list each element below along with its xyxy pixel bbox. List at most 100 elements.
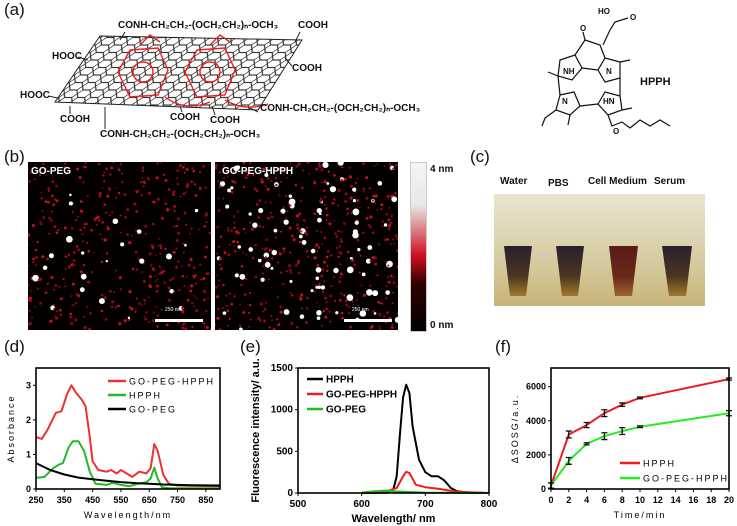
afm-particle [147,296,150,299]
afm-particle [392,281,396,285]
afm-particle [155,306,158,309]
afm-particle [298,271,301,275]
legend-label: GO-PEG [326,405,366,416]
afm-particle [361,272,366,277]
afm-particle [317,246,321,249]
afm-particle [305,321,308,324]
afm-particle [156,197,160,201]
afm-particle [45,168,48,171]
afm-particle [189,232,191,235]
afm-particle [84,162,87,164]
afm-particle [95,223,98,226]
afm-particle [228,317,231,320]
afm-particle [280,166,284,169]
afm-particle [334,299,337,303]
afm-particle [274,236,277,239]
afm-particle [35,255,39,259]
afm-particle [143,303,146,305]
afm-particle [280,230,283,233]
afm-particle [249,162,252,165]
afm-particle [127,318,131,321]
afm-particle [83,315,86,318]
afm-particle [192,274,196,278]
afm-particle [269,201,272,204]
afm-particle [184,191,187,194]
afm-particle [48,232,51,235]
afm-particle [62,278,65,281]
y-axis-label: ΔSOSG/a.u. [510,394,520,464]
afm-particle [74,301,78,305]
afm-particle [183,251,185,254]
afm-particle [300,293,304,297]
afm-particle [28,322,31,326]
afm-particle [248,212,252,216]
afm-particle [182,242,185,245]
afm-particle [317,217,322,223]
afm-particle [42,265,48,270]
afm-particle [145,311,148,314]
afm-particle [114,269,117,272]
afm-particle [359,206,362,209]
afm-particle [260,178,264,182]
afm-particle [317,285,322,289]
afm-particle [64,162,67,165]
afm-particle [74,318,78,322]
afm-particle [337,188,340,191]
afm-particle [158,265,161,268]
afm-particle [85,222,89,226]
afm-particle [301,307,303,310]
afm-particle [112,162,115,164]
afm-particle [207,272,210,275]
afm-particle [276,296,280,299]
y-tick-label: 0 [26,484,31,494]
series-line-go-peg [35,462,221,487]
afm-particle [242,252,245,255]
afm-particle [155,285,158,288]
afm-particle [175,247,178,250]
afm-particle [113,291,115,294]
afm-particle [155,176,159,180]
afm-particle [320,285,326,290]
afm-particle [120,172,124,175]
afm-particle [174,189,176,192]
afm-particle [290,166,293,169]
afm-particle [371,199,374,202]
afm-particle [252,222,258,228]
afm-particle [251,227,254,231]
afm-particle [37,287,40,290]
afm-particle [378,328,381,330]
afm-particle [288,226,292,230]
afm-particle [337,255,340,258]
afm-particle [69,315,73,319]
afm-particle [385,212,388,216]
afm-particle [249,291,252,294]
afm-particle [207,297,209,300]
afm-particle [369,284,372,287]
afm-particle [216,274,218,277]
afm-particle [107,186,111,191]
afm-particle [86,241,89,244]
afm-particle [369,259,373,263]
afm-particle [249,318,252,321]
afm-particle [310,289,314,293]
afm-particle [244,293,247,296]
afm-particle [347,250,350,254]
afm-particle [340,311,344,315]
afm-particle [218,279,221,282]
afm-particle [264,185,267,187]
afm-particle [324,296,328,300]
afm-particle [385,290,390,295]
afm-particle [316,310,322,316]
tube-water [504,246,532,296]
afm-particle [177,217,180,221]
afm-particle [58,285,61,288]
afm-particle [372,309,375,313]
afm-particle [134,250,138,254]
afm-particle [217,284,220,287]
afm-particle [359,310,367,317]
afm-particle [176,169,179,172]
afm-particle [215,164,217,167]
afm-particle [55,231,59,234]
afm-particle [88,328,91,330]
afm-particle [144,317,148,321]
